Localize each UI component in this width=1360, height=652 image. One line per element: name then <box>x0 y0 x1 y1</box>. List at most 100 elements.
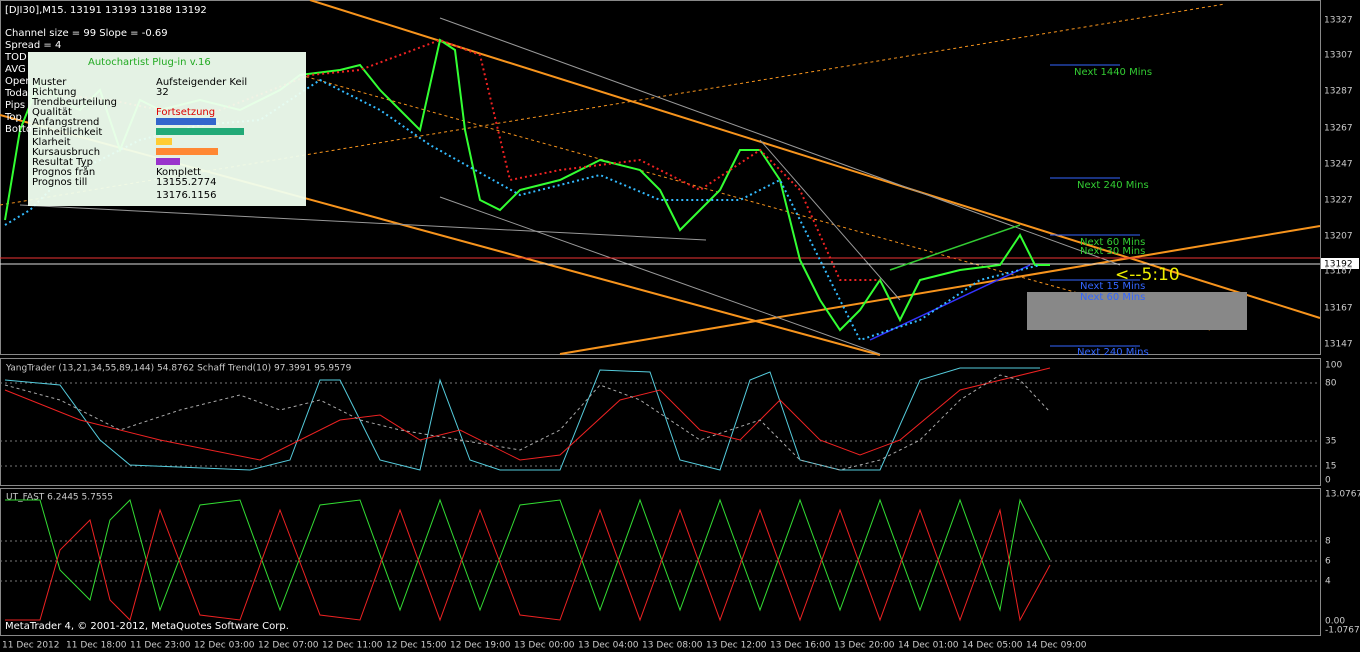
panel-label: Anfangstrend <box>32 117 99 128</box>
channel-line <box>439 196 881 355</box>
ind1-frame <box>0 358 1321 486</box>
panel-label: Resultat Typ <box>32 157 93 168</box>
trend-line <box>559 225 1321 355</box>
time-label: 13 Dec 00:00 <box>514 641 575 651</box>
wedge-line <box>869 264 1031 341</box>
yang-line <box>4 367 1051 461</box>
bar-icon <box>156 158 180 165</box>
panel-label: Kursausbruch <box>32 147 100 158</box>
axis-label: 100 <box>1325 361 1342 371</box>
ut-fast-green <box>5 498 1051 612</box>
channel-line <box>19 204 707 241</box>
forecast-label: Next 60 Mins <box>1080 292 1145 303</box>
panel-label: Trendbeurteilung <box>31 97 117 108</box>
price-label: 13147 <box>1324 340 1353 350</box>
price-label: 13307 <box>1324 51 1353 61</box>
time-label: 13 Dec 08:00 <box>642 641 703 651</box>
panel-label: Richtung <box>32 87 77 98</box>
price-label: 13167 <box>1324 304 1353 314</box>
panel-value: 13176.1156 <box>156 190 216 201</box>
panel-label: Prognos till <box>32 177 87 188</box>
panel-value: 13155.2774 <box>156 177 216 188</box>
time-label: 12 Dec 11:00 <box>322 641 383 651</box>
indicator-label: YangTrader (13,21,34,55,89,144) 54.8762 … <box>5 364 352 374</box>
price-label: 13207 <box>1324 232 1353 242</box>
bar-icon <box>156 118 216 125</box>
panel-value: Komplett <box>156 167 201 178</box>
time-label: 13 Dec 04:00 <box>578 641 639 651</box>
bar-icon <box>156 128 244 135</box>
time-label: 14 Dec 05:00 <box>962 641 1023 651</box>
time-label: 12 Dec 07:00 <box>258 641 319 651</box>
time-label: 14 Dec 09:00 <box>1026 641 1087 651</box>
forecast-label: Next 240 Mins <box>1077 180 1149 191</box>
panel-value: Fortsetzung <box>156 107 215 118</box>
time-label: 13 Dec 16:00 <box>770 641 831 651</box>
axis-label: 35 <box>1325 437 1336 447</box>
panel-label: Einheitlichkeit <box>32 127 102 138</box>
forecast-label: Next 60 Mins <box>1080 237 1145 248</box>
current-price: 13192 <box>1324 260 1353 270</box>
time-label: 12 Dec 19:00 <box>450 641 511 651</box>
time-label: 13 Dec 12:00 <box>706 641 767 651</box>
axis-label: 8 <box>1325 537 1331 547</box>
info-line: Pips <box>5 100 25 111</box>
axis-label: 0 <box>1325 476 1331 486</box>
info-line: Toda <box>4 88 28 99</box>
time-label: 13 Dec 20:00 <box>834 641 895 651</box>
ut-fast-red <box>5 508 1051 622</box>
panel-label: Prognos från <box>32 165 95 178</box>
price-label: 13327 <box>1324 16 1353 26</box>
forecast-label: Next 30 Mins <box>1080 246 1145 257</box>
axis-label: 0.00 <box>1325 617 1345 627</box>
channel-line <box>439 17 1121 266</box>
forecast-label: Next 240 Mins <box>1077 347 1149 358</box>
info-line: Oper <box>5 76 30 87</box>
info-line: AVG <box>5 64 26 75</box>
time-label: 11 Dec 2012 <box>2 641 60 651</box>
current-price-box <box>1321 258 1359 269</box>
ind2-frame <box>0 488 1321 636</box>
forecast-box <box>1027 292 1247 330</box>
price-label: 13227 <box>1324 196 1353 206</box>
countdown: <--5:10 <box>1115 265 1180 285</box>
info-line: Botto <box>5 124 32 135</box>
channel-info: Channel size = 99 Slope = -0.69 <box>5 28 168 39</box>
indicator-label: UT_FAST 6.2445 5.7555 <box>6 493 113 503</box>
forecast-label: Next 1440 Mins <box>1074 67 1152 78</box>
bar-icon <box>156 138 172 145</box>
time-label: 12 Dec 15:00 <box>386 641 447 651</box>
time-label: 14 Dec 01:00 <box>898 641 959 651</box>
info-line: TOD <box>4 52 27 63</box>
panel-label: Klarheit <box>32 137 71 148</box>
price-label: 13187 <box>1324 267 1353 277</box>
axis-label: 15 <box>1325 462 1336 472</box>
wedge-line <box>889 224 1021 271</box>
level-markers <box>1050 64 1140 347</box>
panel-label: Qualität <box>32 107 72 118</box>
axis-label: 13.0767 <box>1325 490 1360 500</box>
forecast-label: Next 15 Mins <box>1080 281 1145 292</box>
time-label: 11 Dec 23:00 <box>130 641 191 651</box>
trend-line <box>309 0 1321 319</box>
footer: MetaTrader 4, © 2001-2012, MetaQuotes So… <box>5 621 289 632</box>
time-label: 11 Dec 18:00 <box>66 641 127 651</box>
axis-label: 4 <box>1325 577 1331 587</box>
symbol-line: [DJI30],M15. 13191 13193 13188 13192 <box>5 5 207 16</box>
quality-bars <box>156 118 244 165</box>
main-frame <box>0 0 1321 355</box>
price-label: 13247 <box>1324 160 1353 170</box>
trend-line <box>299 74 1211 331</box>
bar-icon <box>156 148 218 155</box>
panel-value: 32 <box>156 87 169 98</box>
signal-line <box>4 374 1051 471</box>
time-label: 12 Dec 03:00 <box>194 641 255 651</box>
panel-label: Muster <box>32 77 67 88</box>
panel-value: Aufsteigender Keil <box>156 77 247 88</box>
axis-label: 6 <box>1325 557 1331 567</box>
spread-info: Spread = 4 <box>5 40 61 51</box>
panel-title: Autochartist Plug-in v.16 <box>88 57 211 68</box>
price-label: 13287 <box>1324 87 1353 97</box>
